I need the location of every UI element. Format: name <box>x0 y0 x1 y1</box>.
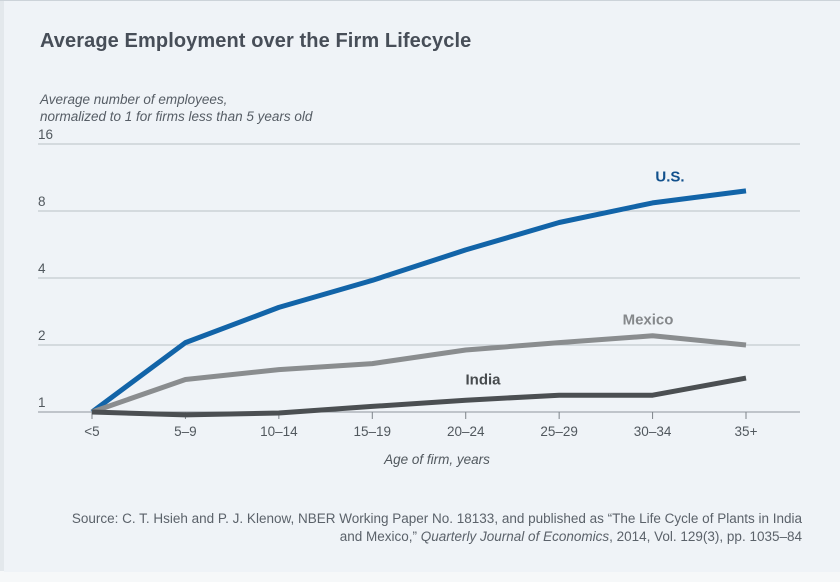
series-line-us <box>90 188 747 415</box>
journal-name: Quarterly Journal of Economics <box>420 529 610 544</box>
x-tick-label-1: 5–9 <box>174 424 197 439</box>
x-tick-label-3: 15–19 <box>353 424 392 439</box>
x-tick-label-5: 25–29 <box>540 424 578 439</box>
x-tick-label-4: 20–24 <box>446 424 485 439</box>
series-label-india: India <box>465 371 501 389</box>
x-tick-label-0: <5 <box>84 424 100 439</box>
series-line-india <box>91 375 747 418</box>
page-title: Average Employment over the Firm Lifecyc… <box>40 30 472 52</box>
y-tick-label-2: 2 <box>38 328 46 343</box>
y-axis-description-line1: Average number of employees, <box>40 92 228 107</box>
y-axis-description: Average number of employees, normalized … <box>40 91 312 125</box>
x-tick-label-7: 35+ <box>734 424 758 439</box>
y-tick-label-8: 8 <box>38 194 46 209</box>
series-label-mexico: Mexico <box>622 311 674 329</box>
y-tick-label-1: 1 <box>38 395 46 410</box>
window-top-border <box>0 0 840 1</box>
series-label-us: U.S. <box>655 168 685 186</box>
x-tick-label-2: 10–14 <box>260 424 298 439</box>
window-left-border <box>0 1 4 571</box>
source-note: Source: C. T. Hsieh and P. J. Klenow, NB… <box>40 510 802 546</box>
x-axis-title: Age of firm, years <box>384 452 490 467</box>
source-note-line2: and Mexico,” Quarterly Journal of Econom… <box>339 529 802 544</box>
y-tick-label-16: 16 <box>38 127 54 142</box>
x-tick-label-6: 30–34 <box>633 424 672 439</box>
figure-card <box>4 1 840 572</box>
series-line-mexico <box>91 333 747 415</box>
y-tick-label-4: 4 <box>38 261 46 276</box>
source-note-line1: Source: C. T. Hsieh and P. J. Klenow, NB… <box>71 511 802 526</box>
y-axis-description-line2: normalized to 1 for firms less than 5 ye… <box>40 109 313 124</box>
